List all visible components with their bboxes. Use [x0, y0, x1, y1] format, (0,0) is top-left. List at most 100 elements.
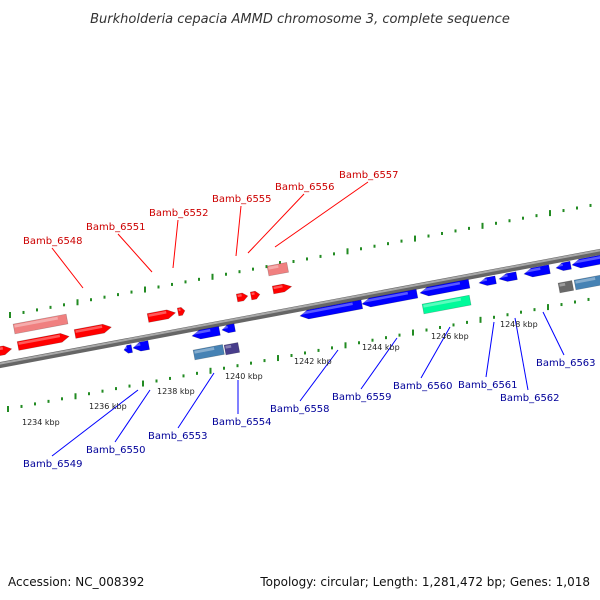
gene-arrow	[421, 294, 472, 315]
gene-label: Bamb_6558	[270, 404, 330, 415]
gene-arrow	[498, 271, 518, 282]
tick-label: 1246 kbp	[431, 332, 469, 341]
leader-line	[274, 181, 369, 248]
gene-arrow	[12, 313, 69, 335]
gene-arrow	[555, 260, 572, 271]
gene-forward	[249, 290, 261, 301]
gene-forward	[176, 307, 186, 317]
gene-reverse-colored	[557, 280, 575, 294]
gene-label: Bamb_6557	[339, 170, 399, 181]
gene-reverse	[478, 275, 497, 286]
label-leader-lines	[51, 181, 565, 457]
leader-line	[117, 233, 153, 273]
gene-highlight	[18, 334, 61, 345]
gene-highlight	[148, 311, 167, 317]
chromosome-backbone	[0, 248, 600, 369]
gene-highlight	[225, 344, 232, 349]
gene-highlight	[499, 274, 508, 279]
gene-label: Bamb_6549	[23, 459, 83, 470]
gene-highlight	[423, 297, 462, 308]
gene-arrow	[146, 309, 177, 323]
gene-reverse	[419, 278, 471, 297]
gene-reverse	[123, 344, 133, 354]
gene-arrow	[266, 262, 289, 277]
gene-arrow	[361, 288, 419, 308]
gene-forward	[73, 323, 112, 339]
gene-highlight	[362, 291, 409, 303]
forward-gene-labels: Bamb_6548 Bamb_6551 Bamb_6552 Bamb_6555 …	[23, 170, 399, 247]
gene-arrow	[571, 252, 600, 269]
leader-line	[51, 389, 139, 457]
leader-line	[51, 247, 84, 289]
leader-line	[485, 321, 495, 378]
leader-line	[542, 311, 565, 356]
accession-text: Accession: NC_008392	[8, 575, 144, 589]
gene-forward	[235, 292, 249, 303]
gene-forward	[0, 345, 13, 357]
gene-label: Bamb_6548	[23, 236, 83, 247]
gene-arrow	[523, 264, 551, 278]
leader-line	[247, 193, 305, 254]
leader-line	[235, 205, 242, 257]
gene-highlight	[420, 281, 461, 292]
tick-label: 1234 kbp	[22, 418, 60, 427]
leader-line	[114, 389, 151, 443]
gene-highlight	[192, 329, 211, 335]
gene-highlight	[124, 346, 128, 350]
gene-arrow	[73, 323, 112, 339]
gene-reverse-colored	[573, 274, 600, 291]
gene-reverse	[191, 326, 221, 340]
leader-line	[360, 337, 398, 390]
gene-reverse	[132, 340, 150, 352]
tick-label: 1238 kbp	[157, 387, 195, 396]
leader-line	[177, 372, 215, 429]
gene-features	[0, 252, 600, 361]
gene-arrow	[557, 280, 575, 294]
tick-label: 1242 kbp	[294, 357, 332, 366]
gene-highlight	[14, 316, 58, 328]
gene-highlight	[194, 347, 215, 354]
gene-arrow	[123, 344, 133, 354]
gene-highlight	[268, 265, 279, 270]
gene-reverse	[361, 288, 419, 308]
gene-reverse	[555, 260, 572, 271]
outer-tick-track	[9, 203, 592, 318]
gene-label: Bamb_6552	[149, 208, 209, 219]
topology-summary: Topology: circular; Length: 1,281,472 bp…	[259, 575, 590, 589]
gene-highlight	[524, 267, 541, 273]
gene-label: Bamb_6559	[332, 392, 392, 403]
gene-highlight	[178, 308, 181, 312]
gene-arrow	[299, 299, 364, 320]
gene-highlight	[556, 263, 563, 268]
gene-arrow	[235, 292, 249, 303]
gene-label: Bamb_6553	[148, 431, 208, 442]
gene-forward	[271, 283, 293, 295]
gene-reverse	[221, 323, 236, 334]
gene-arrow	[478, 275, 497, 286]
gene-label: Bamb_6555	[212, 194, 272, 205]
gene-reverse-colored	[192, 344, 225, 361]
gene-highlight	[237, 294, 242, 298]
tick-label: 1236 kbp	[89, 402, 127, 411]
gene-highlight	[300, 302, 353, 315]
gene-reverse	[571, 252, 600, 269]
map-title: Burkholderia cepacia AMMD chromosome 3, …	[90, 12, 510, 27]
gene-arrow	[271, 283, 293, 295]
gene-forward-pseudo	[12, 313, 69, 335]
gene-highlight	[133, 343, 141, 347]
gene-reverse	[498, 271, 518, 282]
gene-highlight	[559, 282, 566, 287]
gene-highlight	[572, 255, 600, 264]
gene-label: Bamb_6554	[212, 417, 272, 428]
reverse-gene-labels: Bamb_6549 Bamb_6550 Bamb_6553 Bamb_6554 …	[23, 358, 596, 470]
leader-line	[299, 349, 339, 402]
gene-forward	[146, 309, 177, 323]
gene-label: Bamb_6550	[86, 445, 146, 456]
gene-reverse	[299, 299, 364, 320]
gene-label: Bamb_6551	[86, 222, 146, 233]
gene-highlight	[479, 278, 488, 283]
gene-forward	[16, 333, 70, 351]
gene-highlight	[273, 285, 283, 290]
gene-reverse	[523, 264, 551, 278]
